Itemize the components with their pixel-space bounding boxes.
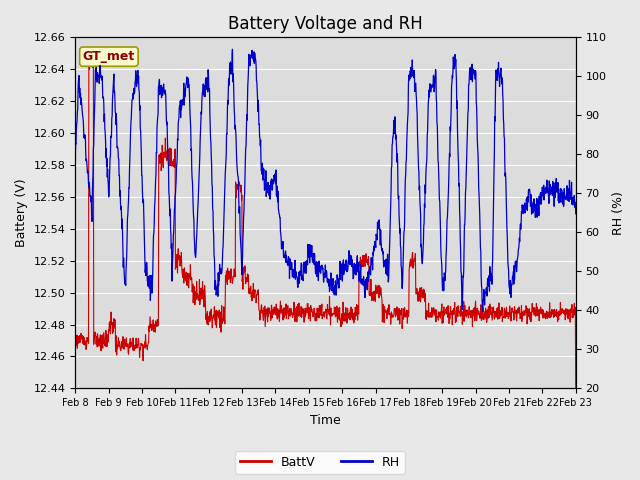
RH [403,131,411,136]
X-axis label: Time: Time [310,414,341,427]
BattV [183,282,191,288]
Line: RH: RH [76,49,576,312]
BattV [171,165,179,170]
RH [468,79,476,84]
BattV [403,309,411,315]
RH [513,264,521,269]
Line: BattV: BattV [76,50,576,388]
Y-axis label: Battery (V): Battery (V) [15,179,28,247]
BattV [513,318,520,324]
RH [239,236,247,241]
RH [572,211,580,216]
BattV [88,47,95,53]
BattV [572,385,580,391]
BattV [468,324,476,330]
Legend: BattV, RH: BattV, RH [235,451,405,474]
RH [479,309,486,314]
RH [183,77,191,83]
RH [228,47,236,52]
Y-axis label: RH (%): RH (%) [612,191,625,235]
Title: Battery Voltage and RH: Battery Voltage and RH [228,15,423,33]
Text: GT_met: GT_met [83,50,135,63]
RH [170,207,178,213]
RH [72,162,79,168]
BattV [72,341,79,347]
BattV [239,287,247,292]
